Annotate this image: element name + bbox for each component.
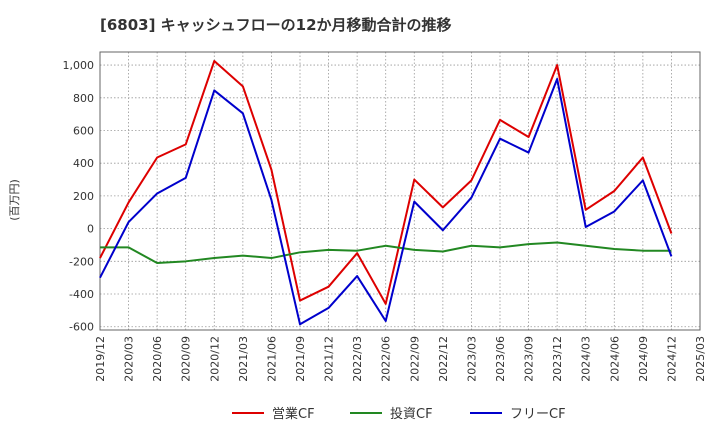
y-tick-label: 0 — [87, 223, 94, 236]
legend-label-1: 営業CF — [272, 406, 315, 422]
legend-label-3: フリーCF — [510, 407, 566, 422]
series-lines — [99, 59, 673, 326]
axes — [99, 51, 701, 331]
x-tick-label: 2021/06 — [265, 336, 278, 382]
x-tick-label: 2024/09 — [637, 336, 650, 382]
y-tick-label: 600 — [73, 124, 94, 137]
x-tick-label: 2023/12 — [551, 336, 564, 382]
x-tick-label: 2023/06 — [494, 336, 507, 382]
x-tick-label: 2019/12 — [94, 336, 107, 382]
y-tick-label: -200 — [69, 255, 94, 268]
y-tick-label: 1,000 — [63, 59, 95, 72]
y-axis-label: (百万円) — [8, 179, 21, 221]
x-tick-label: 2024/06 — [608, 336, 621, 382]
x-tick-labels: 2019/12 2020/03 2020/06 2020/09 2020/12 2021/… — [94, 336, 707, 382]
x-tick-label: 2021/12 — [323, 336, 336, 382]
x-tick-label: 2020/09 — [180, 336, 193, 382]
grid-lines — [100, 52, 700, 330]
x-tick-label: 2023/03 — [465, 336, 478, 382]
legend-label-2: 投資CF — [390, 406, 433, 422]
x-tick-label: 2025/03 — [694, 336, 707, 382]
x-tick-label: 2022/09 — [408, 336, 421, 382]
x-tick-label: 2024/12 — [665, 336, 678, 382]
x-tick-label: 2020/12 — [208, 336, 221, 382]
y-tick-label: -600 — [69, 321, 94, 334]
y-tick-label: 400 — [73, 157, 94, 170]
series-line-2 — [100, 241, 672, 264]
y-tick-labels: -600 -400 -200 0 200 400 600 800 1,000 — [63, 59, 95, 334]
x-tick-label: 2022/12 — [437, 336, 450, 382]
y-tick-label: 200 — [73, 190, 94, 203]
x-tick-label: 2021/09 — [294, 336, 307, 382]
y-tick-label: 800 — [73, 92, 94, 105]
series-line-3 — [99, 77, 673, 326]
series-line-1 — [99, 59, 673, 305]
chart-title: [6803] キャッシュフローの12か月移動合計の推移 — [100, 16, 452, 34]
x-tick-label: 2022/06 — [380, 336, 393, 382]
x-tick-label: 2020/03 — [123, 336, 136, 382]
y-tick-label: -400 — [69, 288, 94, 301]
x-tick-label: 2020/06 — [151, 336, 164, 382]
legend: 営業CF 投資CF フリーCF — [232, 406, 566, 422]
x-tick-label: 2023/09 — [523, 336, 536, 382]
x-tick-label: 2021/03 — [237, 336, 250, 382]
x-tick-label: 2022/03 — [351, 336, 364, 382]
plot-frame — [99, 51, 701, 331]
x-tick-label: 2024/03 — [580, 336, 593, 382]
